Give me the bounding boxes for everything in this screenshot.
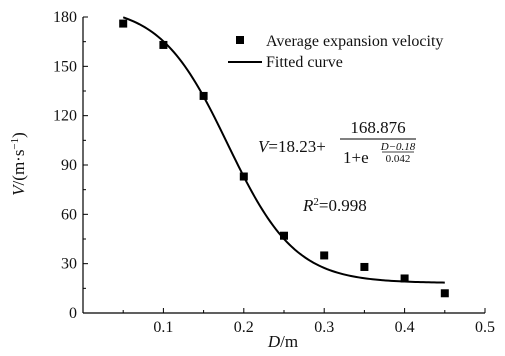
x-axis-label: D/m (267, 332, 298, 351)
fit-equation: V=18.23+ 168.876 1+e D−0.18 0.042 (258, 118, 416, 167)
x-tick-label: 0.3 (314, 319, 334, 336)
x-tick-label: 0.2 (234, 319, 254, 336)
y-axis-unit-close: ) (9, 132, 28, 138)
x-ticks: 0.1 0.2 0.3 0.4 0.5 (122, 308, 495, 336)
data-point (360, 262, 369, 271)
y-axis-var: V (9, 183, 28, 196)
data-point (320, 251, 329, 260)
equation-exponent-numerator: D−0.18 (380, 141, 416, 153)
legend: Average expansion velocity Fitted curve (228, 33, 443, 71)
data-point (239, 172, 248, 181)
legend-marker-square (236, 36, 244, 44)
y-axis-label: V/(m·s−1) (9, 132, 28, 196)
data-point (280, 231, 288, 240)
y-tick-label: 120 (53, 108, 77, 125)
equation-left: V=18.23+ (258, 137, 326, 156)
r-squared: R2=0.998 (302, 196, 367, 215)
legend-label-scatter: Average expansion velocity (266, 33, 443, 50)
y-tick-label: 30 (61, 256, 77, 273)
y-tick-label: 0 (69, 305, 77, 322)
data-point (159, 40, 168, 49)
equation-base: =18.23+ (268, 137, 325, 156)
data-point (400, 274, 409, 283)
equation-numerator: 168.876 (350, 118, 405, 137)
y-tick-label: 180 (53, 9, 77, 26)
y-tick-label: 60 (61, 206, 77, 223)
r-squared-exp: 2 (313, 196, 319, 208)
y-axis-unit: /(m·s (9, 150, 28, 186)
x-axis-unit: /m (280, 332, 298, 351)
x-tick-label: 0.5 (475, 319, 495, 336)
r-squared-value: =0.998 (319, 196, 367, 215)
equation-denominator: 1+e (343, 148, 369, 167)
r-squared-label: R (302, 196, 314, 215)
equation-lhs: V (258, 137, 271, 156)
data-point (119, 19, 128, 28)
points-layer (119, 19, 449, 298)
x-axis-var: D (267, 332, 281, 351)
y-tick-label: 90 (61, 157, 77, 174)
y-axis-unit-exp: −1 (9, 138, 21, 150)
data-point (440, 289, 449, 298)
equation-exponent-denominator: 0.042 (386, 153, 411, 165)
x-tick-label: 0.1 (153, 319, 173, 336)
x-tick-label: 0.4 (395, 319, 415, 336)
y-ticks: 0 30 60 90 120 150 180 (53, 9, 88, 322)
legend-label-line: Fitted curve (266, 54, 343, 71)
y-tick-label: 150 (53, 58, 77, 75)
data-point (199, 91, 208, 100)
